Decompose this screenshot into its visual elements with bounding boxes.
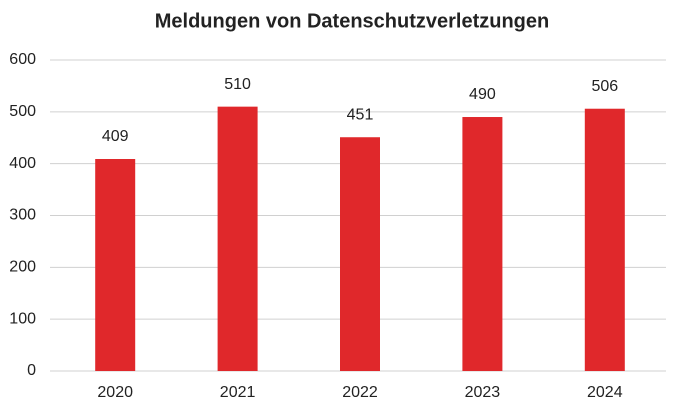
y-tick-label: 300	[9, 207, 36, 224]
data-label: 490	[469, 86, 496, 103]
x-tick-label: 2021	[220, 384, 256, 401]
bar	[340, 137, 380, 371]
x-tick-label: 2023	[465, 384, 501, 401]
data-label: 409	[102, 128, 129, 145]
data-label: 506	[591, 78, 618, 95]
y-tick-label: 200	[9, 259, 36, 276]
data-label: 451	[347, 106, 374, 123]
y-tick-label: 400	[9, 155, 36, 172]
x-tick-label: 2020	[97, 384, 133, 401]
bar	[462, 117, 503, 372]
chart-title: Meldungen von Datenschutzverletzungen	[155, 10, 549, 32]
data-label: 510	[224, 76, 251, 93]
bar	[95, 159, 136, 371]
x-tick-label: 2024	[587, 384, 623, 401]
y-tick-label: 100	[9, 310, 36, 327]
bar	[584, 108, 625, 372]
y-tick-label: 600	[9, 51, 36, 68]
y-tick-label: 500	[9, 103, 36, 120]
y-tick-label: 0	[27, 362, 36, 379]
bar	[217, 106, 258, 372]
x-tick-label: 2022	[342, 384, 378, 401]
